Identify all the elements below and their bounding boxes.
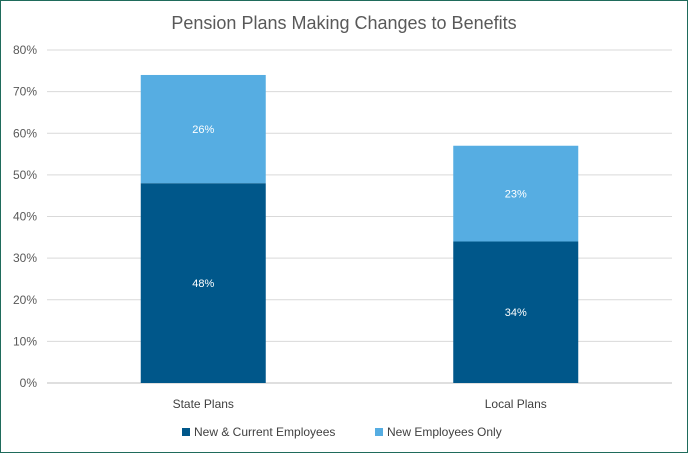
legend-label: New & Current Employees (194, 425, 335, 439)
y-tick-label: 40% (13, 210, 37, 224)
data-label: 23% (505, 189, 527, 201)
legend-label: New Employees Only (387, 425, 502, 439)
y-tick-label: 60% (13, 126, 37, 140)
y-tick-label: 10% (13, 334, 37, 348)
data-label: 26% (192, 124, 214, 136)
y-tick-label: 80% (13, 43, 37, 57)
bars: 48% 26% 34% 23% (140, 74, 579, 383)
data-label: 34% (505, 307, 527, 319)
x-axis: State Plans Local Plans (173, 397, 547, 411)
data-label: 48% (192, 278, 214, 290)
legend-swatch (375, 428, 383, 436)
chart-title: Pension Plans Making Changes to Benefits (171, 13, 516, 33)
y-tick-label: 20% (13, 293, 37, 307)
legend-swatch (182, 428, 190, 436)
bar-segment (453, 241, 579, 383)
bar-segment (453, 145, 579, 242)
x-tick-label: State Plans (173, 397, 234, 411)
legend: New & Current Employees New Employees Onl… (182, 425, 502, 439)
y-tick-label: 50% (13, 168, 37, 182)
x-tick-label: Local Plans (485, 397, 547, 411)
bar-segment (140, 74, 266, 184)
y-axis: 0% 10% 20% 30% 40% 50% 60% 70% 80% (13, 43, 37, 390)
y-tick-label: 70% (13, 85, 37, 99)
y-tick-label: 30% (13, 251, 37, 265)
bar-segment (140, 183, 266, 383)
y-tick-label: 0% (20, 376, 38, 390)
